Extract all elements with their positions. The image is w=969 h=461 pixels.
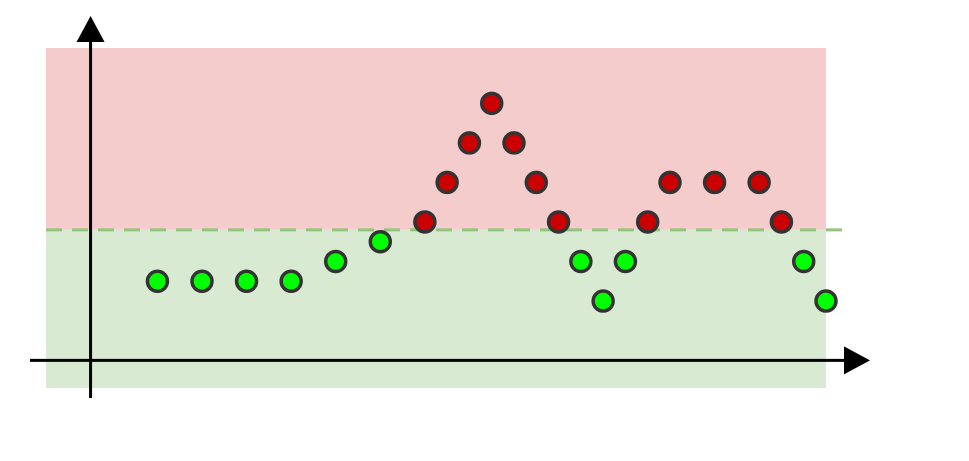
data-point-above <box>702 170 727 195</box>
data-point-below <box>190 269 214 294</box>
danger-zone <box>46 48 826 230</box>
y-axis-arrowhead <box>76 16 105 42</box>
data-point-below <box>145 269 170 294</box>
safe-zone <box>46 229 826 388</box>
data-point-above <box>546 210 571 234</box>
data-point-below <box>591 289 615 313</box>
data-point-above <box>413 210 437 234</box>
data-point-above <box>747 170 771 195</box>
points-layer <box>145 91 838 313</box>
data-point-above <box>658 170 682 195</box>
data-point-below <box>368 229 393 254</box>
data-point-above <box>635 210 660 234</box>
data-point-below <box>814 289 838 313</box>
zones-layer <box>46 48 826 388</box>
data-point-above <box>457 131 482 155</box>
axes-layer <box>30 16 870 398</box>
data-point-above <box>502 131 526 155</box>
data-point-below <box>613 249 638 274</box>
data-point-below <box>569 249 593 274</box>
data-point-below <box>791 249 816 274</box>
data-point-above <box>479 91 504 116</box>
data-point-above <box>435 170 459 195</box>
data-point-below <box>323 249 348 274</box>
x-axis-arrowhead <box>844 346 870 375</box>
data-point-below <box>279 269 303 294</box>
data-point-above <box>524 170 549 195</box>
data-point-below <box>234 269 259 294</box>
data-point-above <box>769 210 794 234</box>
